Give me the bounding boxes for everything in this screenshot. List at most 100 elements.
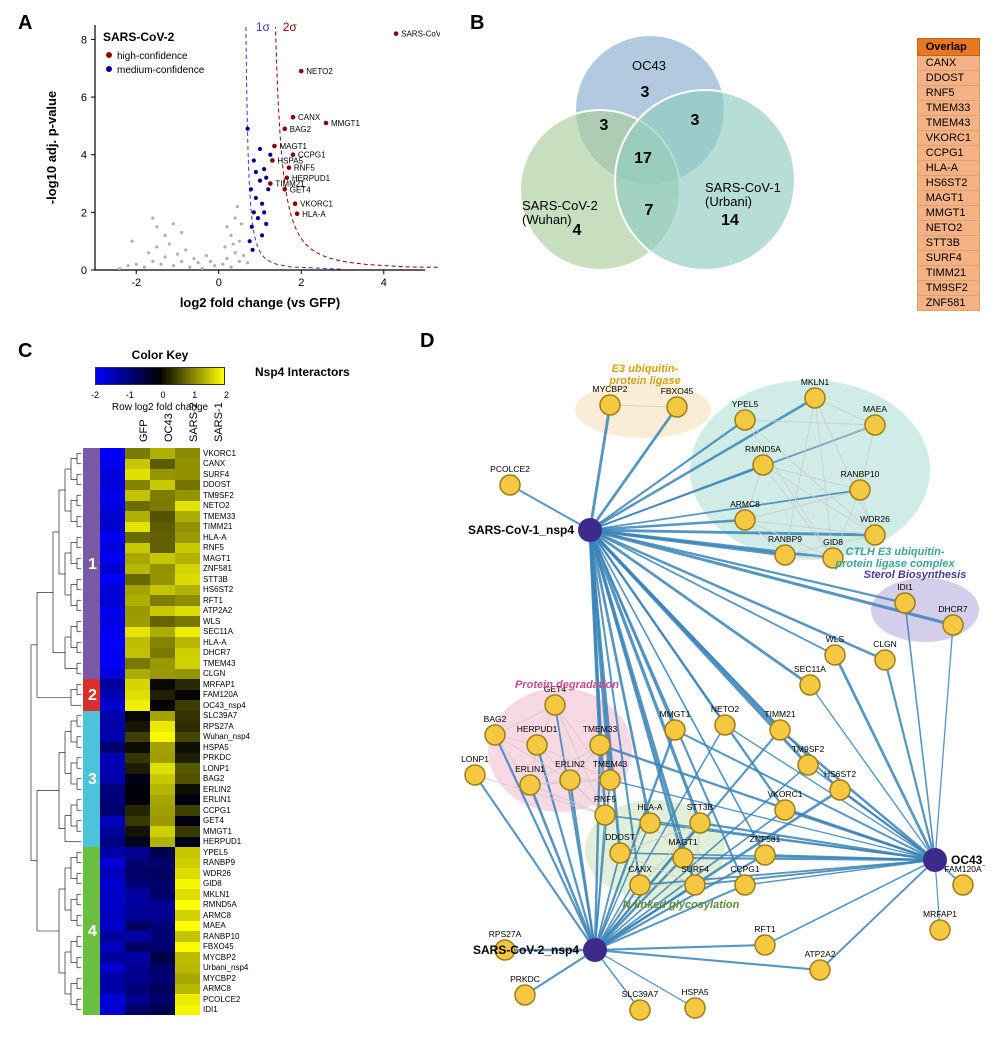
heatmap-row-label: FAM120A [200,690,238,699]
heatmap-row-label: CLGN [200,669,225,678]
svg-text:2: 2 [298,277,304,289]
svg-text:VKORC1: VKORC1 [300,200,333,209]
heatmap-row-label: MYCBP2 [200,974,236,983]
heatmap-row-label: SEC11A [200,627,233,636]
heatmap-row-label: ARMC8 [200,911,231,920]
heatmap-col-header: GFP [138,419,150,442]
svg-text:-log10 adj. p-value: -log10 adj. p-value [44,91,59,204]
svg-text:1σ: 1σ [256,20,271,34]
heatmap-row-label: Urbani_nsp4 [200,963,248,972]
svg-text:NETO2: NETO2 [711,704,739,714]
svg-text:VKORC1: VKORC1 [768,789,803,799]
heatmap-row-label: ERLIN2 [200,785,231,794]
heatmap-row-label: MYCBP2 [200,953,236,962]
heatmap-title: Nsp4 Interactors [255,365,350,379]
svg-text:HLA-A: HLA-A [637,802,662,812]
dendrogram [25,448,83,1017]
svg-text:STT3B: STT3B [687,802,714,812]
svg-text:FBXO45: FBXO45 [661,386,694,396]
svg-text:OC43: OC43 [632,58,666,73]
scatter-plot: -202402468log2 fold change (vs GFP)-log1… [40,15,440,315]
svg-text:2: 2 [81,207,87,219]
svg-text:CANX: CANX [298,113,321,122]
heatmap-row-label: ARMC8 [200,984,231,993]
overlap-cell: NETO2 [917,221,979,236]
svg-text:NETO2: NETO2 [306,67,333,76]
overlap-cell: MAGT1 [917,191,979,206]
svg-text:3: 3 [691,112,700,129]
svg-text:CANX: CANX [628,864,652,874]
heatmap-row-label: WDR26 [200,869,231,878]
svg-text:Protein degradation: Protein degradation [515,679,619,691]
svg-text:CLGN: CLGN [873,639,897,649]
svg-text:RPS27A: RPS27A [489,929,522,939]
svg-text:SARS-CoV-2: SARS-CoV-2 [103,30,175,44]
overlap-cell: ZNF581 [917,296,979,311]
svg-text:OC43_nsp4: OC43_nsp4 [951,853,985,867]
svg-text:4: 4 [573,222,582,239]
svg-text:SARS-CoV-2_nsp4: SARS-CoV-2_nsp4 [401,30,440,39]
heatmap-row-label: LONP1 [200,764,229,773]
heatmap-row-label: CANX [200,459,225,468]
svg-text:RNF5: RNF5 [294,164,315,173]
panel-a-label: A [18,12,32,35]
network-diagram: MYCBP2FBXO45YPEL5MKLN1MAEARMND5ARANBP10A… [415,330,985,1030]
svg-text:(Wuhan): (Wuhan) [522,212,572,227]
heatmap-row-label: YPEL5 [200,848,228,857]
svg-text:PRKDC: PRKDC [510,974,540,984]
svg-text:SLC39A7: SLC39A7 [622,989,659,999]
heatmap-row-label: Wuhan_nsp4 [200,732,250,741]
overlap-header: Overlap [917,39,979,56]
heatmap-row-label: HLA-A [200,533,227,542]
svg-text:ARMC8: ARMC8 [730,499,760,509]
svg-text:(Urbani): (Urbani) [705,194,752,209]
svg-text:high-confidence: high-confidence [117,51,188,62]
heatmap-row-label: RFT1 [200,596,223,605]
svg-text:GET4: GET4 [290,185,311,194]
heatmap-row-label: HSPA5 [200,743,229,752]
heatmap: GFPOC43SARS-2SARS-1 VKORC1CANXSURF4DDOST… [25,448,250,1015]
overlap-cell: VKORC1 [917,131,979,146]
cluster-number: 2 [84,687,101,705]
svg-text:TIMM21: TIMM21 [764,709,795,719]
svg-text:MKLN1: MKLN1 [801,377,830,387]
svg-text:SARS-CoV-2: SARS-CoV-2 [522,198,598,213]
heatmap-row-label: ZNF581 [200,564,232,573]
overlap-cell: SURF4 [917,251,979,266]
svg-text:3: 3 [641,84,650,101]
heatmap-row-label: MAGT1 [200,554,231,563]
svg-text:ATP2A2: ATP2A2 [804,949,835,959]
overlap-cell: TIMM21 [917,266,979,281]
svg-text:SARS-CoV-1_nsp4: SARS-CoV-1_nsp4 [468,523,574,537]
svg-text:RFT1: RFT1 [754,924,776,934]
overlap-cell: CCPG1 [917,146,979,161]
svg-text:GID8: GID8 [823,537,843,547]
svg-text:RANBP9: RANBP9 [768,534,802,544]
svg-text:4: 4 [381,277,387,289]
heatmap-row-label: HS6ST2 [200,585,233,594]
overlap-table: Overlap CANXDDOSTRNF5TMEM33TMEM43VKORC1C… [917,38,980,311]
svg-text:N-linked glycosylation: N-linked glycosylation [623,899,740,911]
heatmap-row-label: TM9SF2 [200,491,234,500]
svg-text:MMGT1: MMGT1 [660,709,691,719]
svg-text:SARS-CoV-1: SARS-CoV-1 [705,180,781,195]
svg-text:SEC11A: SEC11A [794,664,826,674]
svg-text:E3 ubiquitin-: E3 ubiquitin- [612,363,679,375]
heatmap-row-label: HERPUD1 [200,837,241,846]
svg-text:RANBP10: RANBP10 [841,469,880,479]
heatmap-row-label: SURF4 [200,470,229,479]
heatmap-row-label: MKLN1 [200,890,230,899]
heatmap-col-header: SARS-2 [188,402,200,442]
heatmap-row-label: SLC39A7 [200,711,237,720]
svg-text:CCPG1: CCPG1 [730,864,760,874]
heatmap-row-label: DHCR7 [200,648,231,657]
heatmap-row-label: RMND5A [200,900,237,909]
heatmap-row-label: OC43_nsp4 [200,701,246,710]
heatmap-row-label: PCOLCE2 [200,995,240,1004]
overlap-cell: TMEM43 [917,116,979,131]
heatmap-row-label: BAG2 [200,774,224,783]
svg-text:DDOST: DDOST [605,832,635,842]
svg-text:LONP1: LONP1 [461,754,489,764]
venn-diagram: OC43 3 SARS-CoV-2(Wuhan)4 SARS-CoV-1(Urbani… [480,20,820,290]
svg-text:-2: -2 [131,277,141,289]
